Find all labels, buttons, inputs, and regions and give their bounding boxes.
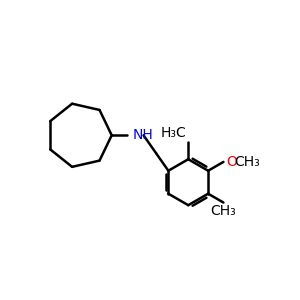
Text: H₃C: H₃C	[161, 126, 187, 140]
Text: O: O	[226, 155, 237, 169]
Text: CH₃: CH₃	[234, 155, 260, 169]
Text: NH: NH	[132, 128, 153, 142]
Text: CH₃: CH₃	[211, 204, 236, 218]
